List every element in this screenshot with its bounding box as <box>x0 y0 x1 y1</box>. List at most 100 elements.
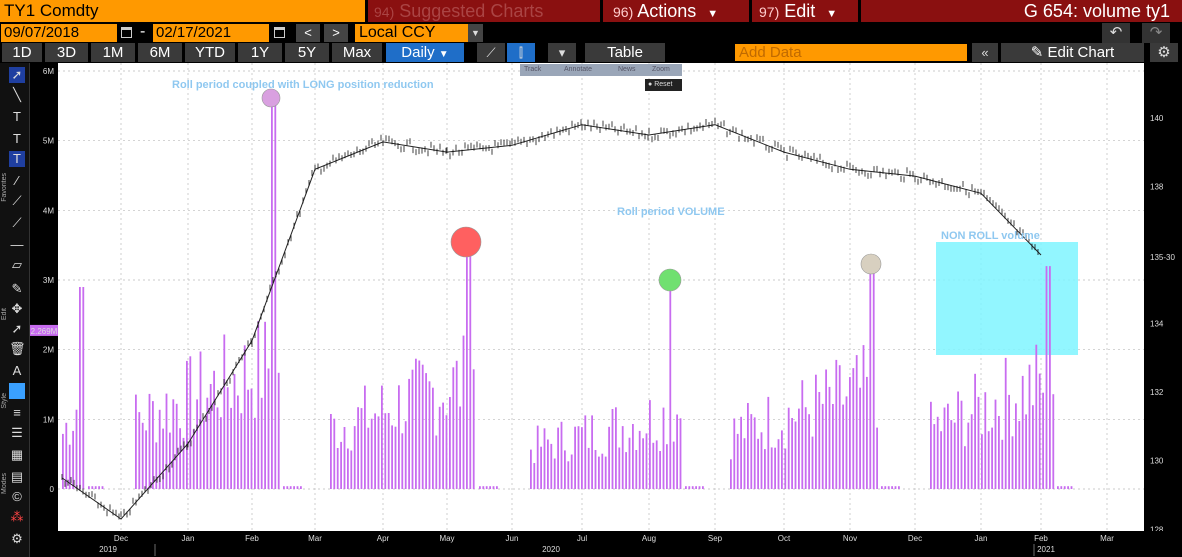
text-tool-icon[interactable]: T <box>13 109 21 124</box>
volume-bar <box>479 486 481 489</box>
volume-bar <box>984 392 987 489</box>
redo-icon[interactable]: ↷ <box>1142 23 1170 43</box>
volume-bar <box>492 486 495 489</box>
volume-bar <box>377 416 380 489</box>
color-swatch-icon[interactable] <box>9 383 25 399</box>
volume-bar <box>138 412 141 489</box>
extend-tool-icon[interactable]: ⟋ <box>12 215 22 230</box>
bloomberg-icon[interactable]: © <box>12 489 22 504</box>
chart-type-dropdown-icon[interactable]: ▾ <box>548 43 576 62</box>
edit-tab[interactable]: Edit <box>1 308 8 321</box>
period-6m-button[interactable]: 6M <box>138 43 182 62</box>
line-tool-icon[interactable]: ╲ <box>13 87 21 102</box>
compare-icon[interactable]: ▤ <box>10 469 24 484</box>
volume-bar <box>1004 357 1007 489</box>
calendar-icon[interactable] <box>274 27 285 38</box>
ticker-field[interactable]: TY1 Comdty <box>0 0 365 22</box>
edit-menu[interactable]: 97) Edit ▼ <box>752 0 858 22</box>
x-axis-month-label: Aug <box>642 534 656 543</box>
line-weight-icon[interactable]: ≡ <box>13 405 21 420</box>
add-data-input[interactable]: Add Data <box>735 44 967 61</box>
date-range-bar: 09/07/2018 - 02/17/2021 < > Local CCY ▼ … <box>0 23 1182 43</box>
style-tab[interactable]: Style <box>1 393 8 409</box>
volume-bar <box>855 355 858 489</box>
period-1m-button[interactable]: 1M <box>91 43 135 62</box>
volume-bar <box>469 241 472 489</box>
font-icon[interactable]: A <box>12 363 22 378</box>
volume-bar <box>698 486 701 489</box>
edit-chart-button[interactable]: ✎ Edit Chart <box>1001 43 1144 62</box>
channel-tool-icon[interactable]: ▱ <box>12 257 22 272</box>
volume-bar <box>62 433 64 489</box>
vertical-text-tool-icon[interactable]: T <box>9 151 25 167</box>
volume-bar <box>760 432 763 489</box>
gear-icon[interactable]: ⚙ <box>1150 43 1178 62</box>
volume-bar <box>635 450 638 489</box>
currency-select[interactable]: Local CCY <box>355 24 468 42</box>
period-ytd-button[interactable]: YTD <box>185 43 235 62</box>
volume-bar <box>172 399 175 489</box>
select-icon[interactable]: ➚ <box>11 321 23 336</box>
volume-bar <box>845 396 848 489</box>
next-period-button[interactable]: > <box>324 24 348 42</box>
settings-icon[interactable]: ⚙ <box>11 531 23 546</box>
prev-period-button[interactable]: < <box>296 24 320 42</box>
volume-bar <box>250 388 253 489</box>
x-axis-month-label: Apr <box>377 534 390 543</box>
volume-bar <box>733 418 736 489</box>
non-roll-highlight-box <box>936 242 1078 355</box>
calendar-icon[interactable] <box>121 27 132 38</box>
horizontal-line-icon[interactable]: — <box>10 237 24 252</box>
apps-icon[interactable]: ⁂ <box>10 509 24 524</box>
chart-annotation: NON ROLL volume <box>941 230 1040 242</box>
reset-button[interactable]: ● Reset <box>645 79 682 91</box>
period-3d-button[interactable]: 3D <box>45 43 88 62</box>
period-1y-button[interactable]: 1Y <box>238 43 282 62</box>
volume-bar <box>587 447 590 489</box>
end-date-input[interactable]: 02/17/2021 <box>153 24 269 42</box>
collapse-icon[interactable]: « <box>972 43 998 62</box>
move-icon[interactable]: ✥ <box>11 301 23 316</box>
volume-bar <box>1011 436 1014 489</box>
volume-bar <box>838 365 841 489</box>
volume-bar <box>432 387 434 489</box>
brush-icon[interactable]: ✎ <box>11 281 23 296</box>
table-button[interactable]: Table <box>585 43 665 62</box>
actions-menu[interactable]: 96) Actions ▼ <box>603 0 749 22</box>
period-1d-button[interactable]: 1D <box>2 43 42 62</box>
x-axis-year-label: 2020 <box>542 545 560 554</box>
volume-bar <box>189 356 192 489</box>
start-date-input[interactable]: 09/07/2018 <box>1 24 117 42</box>
pencil-icon: ✎ <box>1030 44 1044 61</box>
suggested-charts-menu[interactable]: 94) Suggested Charts <box>368 0 600 22</box>
line-chart-icon[interactable]: ⟋ <box>477 43 505 62</box>
undo-icon[interactable]: ↶ <box>1102 23 1130 43</box>
line-style-icon[interactable]: ☰ <box>11 425 23 440</box>
frequency-select[interactable]: Daily ▼ <box>386 43 464 62</box>
period-5y-button[interactable]: 5Y <box>285 43 329 62</box>
news-button[interactable]: News <box>618 66 636 73</box>
track-button[interactable]: Track <box>524 66 542 73</box>
volume-bar <box>564 450 566 489</box>
ray-tool-icon[interactable]: ⁄ <box>15 173 19 188</box>
zoom-button[interactable]: Zoom <box>652 66 670 73</box>
volume-bar <box>930 401 932 489</box>
annotate-button[interactable]: Annotate <box>564 66 593 73</box>
grid-icon[interactable]: ▦ <box>10 447 24 462</box>
volume-bar <box>79 287 81 489</box>
trash-icon[interactable]: 🗑 <box>9 341 26 356</box>
period-max-button[interactable]: Max <box>332 43 382 62</box>
favorites-tab[interactable]: Favorites <box>1 173 8 202</box>
pointer-icon[interactable]: ➚ <box>9 67 25 83</box>
volume-bar <box>852 368 855 489</box>
volume-bar <box>360 408 363 489</box>
volume-bar <box>604 456 607 489</box>
volume-bar <box>257 320 260 489</box>
modes-tab[interactable]: Modes <box>1 473 8 495</box>
trend-tool-icon[interactable]: ⟋ <box>12 193 22 208</box>
currency-dropdown-icon[interactable]: ▼ <box>468 24 483 42</box>
bar-chart-icon[interactable]: ⫿ <box>507 43 535 62</box>
volume-bar <box>1001 439 1004 489</box>
price-text-tool-icon[interactable]: T <box>13 131 21 146</box>
volume-bar <box>370 418 373 489</box>
